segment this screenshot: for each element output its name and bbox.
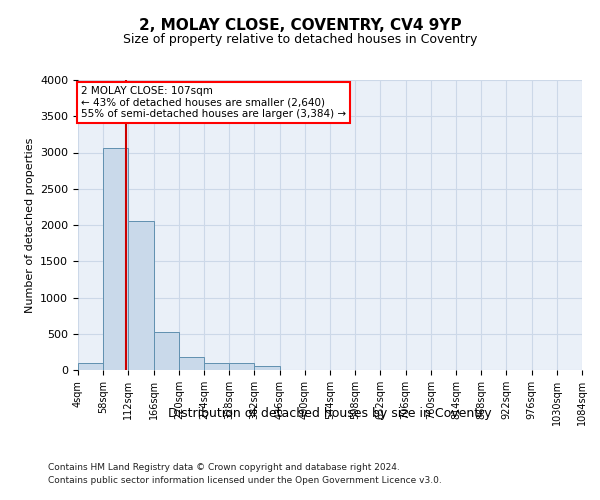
Bar xyxy=(103,148,128,370)
Text: 2, MOLAY CLOSE, COVENTRY, CV4 9YP: 2, MOLAY CLOSE, COVENTRY, CV4 9YP xyxy=(139,18,461,32)
Bar xyxy=(78,363,103,370)
Bar xyxy=(154,332,179,370)
Bar xyxy=(204,363,229,370)
Text: 2 MOLAY CLOSE: 107sqm
← 43% of detached houses are smaller (2,640)
55% of semi-d: 2 MOLAY CLOSE: 107sqm ← 43% of detached … xyxy=(81,86,346,119)
Bar xyxy=(179,357,204,370)
Text: Size of property relative to detached houses in Coventry: Size of property relative to detached ho… xyxy=(123,32,477,46)
Y-axis label: Number of detached properties: Number of detached properties xyxy=(25,138,35,312)
Text: Contains public sector information licensed under the Open Government Licence v3: Contains public sector information licen… xyxy=(48,476,442,485)
Bar xyxy=(229,364,254,370)
Bar xyxy=(128,220,154,370)
Text: Contains HM Land Registry data © Crown copyright and database right 2024.: Contains HM Land Registry data © Crown c… xyxy=(48,462,400,471)
Text: Distribution of detached houses by size in Coventry: Distribution of detached houses by size … xyxy=(168,408,492,420)
Bar xyxy=(254,366,280,370)
